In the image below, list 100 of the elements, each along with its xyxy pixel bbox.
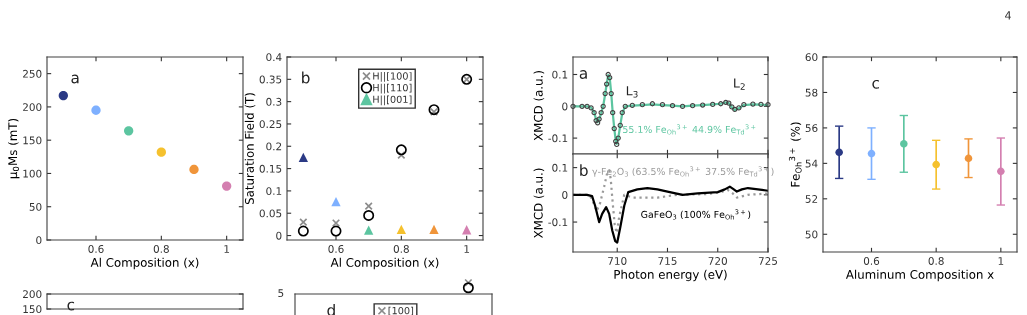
y-tick-label: 200 xyxy=(23,103,42,112)
point xyxy=(614,141,620,148)
series-label: 55.1% Fe$_{Oh}$$^{3+}$ 44.9% Fe$_{Td}$$^{3+}$ xyxy=(623,124,756,135)
text: 5 xyxy=(278,289,284,298)
y-axis-title: XMCD (a.u.) xyxy=(533,168,545,239)
point xyxy=(222,181,232,191)
point xyxy=(58,90,68,101)
x-tick-label: 1 xyxy=(464,245,470,253)
point xyxy=(669,103,676,109)
point xyxy=(964,154,973,163)
point xyxy=(331,196,341,207)
y-tick-label: 0.25 xyxy=(259,120,282,129)
point xyxy=(91,105,101,115)
point xyxy=(736,105,742,111)
point xyxy=(429,224,439,234)
y-tick-label: 0 xyxy=(562,191,568,199)
point xyxy=(723,99,729,106)
y-tick-label: 50 xyxy=(29,202,42,211)
point xyxy=(629,102,635,108)
y-tick-label: 0 xyxy=(36,236,42,245)
point xyxy=(649,101,656,107)
point xyxy=(679,103,686,109)
annotation: c xyxy=(872,79,879,89)
x-axis-title: Al Composition (x) xyxy=(90,257,199,270)
y-tick-label: 60 xyxy=(805,53,818,62)
series-label: GaFeO$_{3}$ (100% Fe$_{Oh}$$^{3+}$) xyxy=(641,209,751,220)
point xyxy=(598,110,604,116)
point xyxy=(932,160,940,169)
point xyxy=(610,110,616,116)
legend-label: H||[001] xyxy=(373,95,412,106)
point xyxy=(156,147,166,157)
y-axis-title: μ$_{0}$Ms (mT) xyxy=(8,118,20,179)
y-tick-label: 0.15 xyxy=(259,164,282,173)
annotation: L$_{3}$ xyxy=(626,86,638,98)
y-tick-label: 0.3 xyxy=(266,97,282,106)
annotation: a xyxy=(579,70,587,79)
x-tick-label: 0.6 xyxy=(88,245,104,253)
point xyxy=(639,102,645,108)
y-axis-title: Fe$_{Oh}$$^{3+}$ (%) xyxy=(788,122,802,187)
point xyxy=(579,103,585,109)
y-tick-label: 0.2 xyxy=(266,142,282,151)
point xyxy=(330,225,342,237)
y-tick-label: 54 xyxy=(805,159,818,168)
point xyxy=(602,90,608,97)
point xyxy=(124,126,134,136)
annotation: c xyxy=(67,301,75,311)
point xyxy=(363,209,375,221)
y-tick-label: 0.1 xyxy=(552,70,568,79)
point xyxy=(611,125,617,132)
point xyxy=(608,90,614,97)
point xyxy=(867,149,876,158)
y-tick-label: 0.35 xyxy=(259,75,282,84)
legend-label: [100] xyxy=(388,306,414,315)
point xyxy=(600,103,606,109)
annotation: a xyxy=(71,74,79,84)
x-tick-label: 0.8 xyxy=(153,245,169,253)
x-tick-label: 0.8 xyxy=(393,245,409,253)
point xyxy=(726,100,732,106)
x-tick-label: 0.6 xyxy=(328,245,344,253)
point xyxy=(397,151,406,160)
y-axis-title: Saturation Field (T) xyxy=(244,93,256,205)
y-tick-label: 250 xyxy=(23,69,42,78)
point xyxy=(588,105,594,111)
legend-label: H||[110] xyxy=(373,83,412,94)
x-tick-label: 715 xyxy=(658,257,677,265)
point xyxy=(299,218,308,227)
point xyxy=(189,164,199,175)
y-axis-title: XMCD (a.u.) xyxy=(533,71,545,141)
x-tick-label: 720 xyxy=(708,257,727,265)
y-tick-label: 150 xyxy=(23,136,42,145)
point xyxy=(700,102,706,108)
y-tick-label: 0.05 xyxy=(259,209,282,218)
x-tick-label: 725 xyxy=(758,257,778,265)
point xyxy=(364,201,373,211)
y-tick-label: 50 xyxy=(805,230,818,239)
point xyxy=(364,225,374,235)
point xyxy=(741,102,747,108)
point xyxy=(622,103,628,109)
point xyxy=(584,103,590,109)
point xyxy=(619,110,625,116)
point xyxy=(900,140,908,148)
point xyxy=(710,101,716,108)
point xyxy=(659,102,666,108)
point xyxy=(607,75,613,81)
y-tick-label: 0.1 xyxy=(266,187,282,196)
point xyxy=(617,122,623,129)
x-tick-label: 1 xyxy=(224,245,230,253)
y-tick-label: 100 xyxy=(23,169,42,178)
y-tick-label: 0.4 xyxy=(266,53,282,62)
x-tick-label: 0.6 xyxy=(863,257,880,265)
y-tick-label: 0.1 xyxy=(552,163,568,172)
point xyxy=(718,101,724,107)
y-tick-label: 52 xyxy=(805,195,818,203)
point xyxy=(396,224,406,234)
legend-label: H||[100] xyxy=(373,72,412,82)
x-axis-title: Aluminum Composition x xyxy=(845,269,994,282)
x-tick-label: 710 xyxy=(608,257,627,265)
point xyxy=(689,103,696,109)
line-series xyxy=(573,185,768,244)
point xyxy=(298,152,308,163)
